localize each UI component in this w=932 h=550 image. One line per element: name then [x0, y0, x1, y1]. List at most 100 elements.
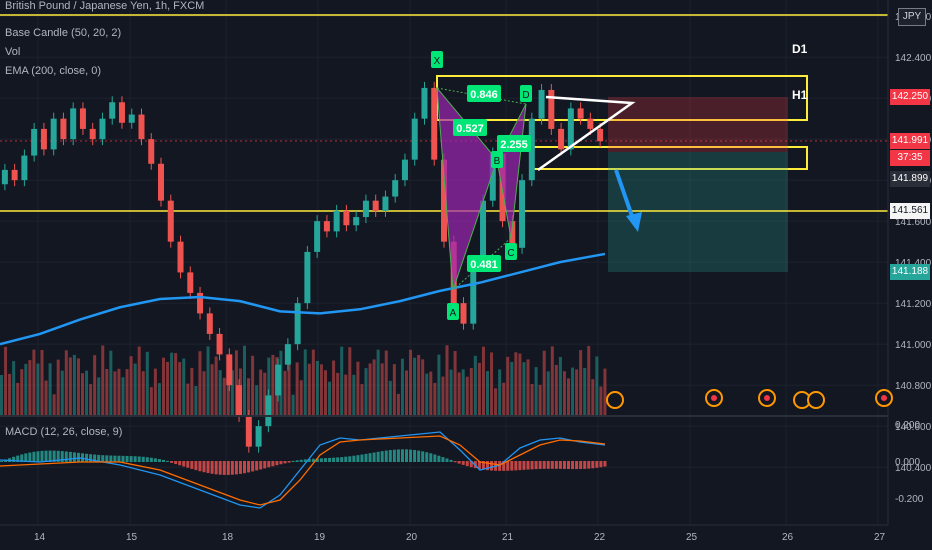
macd-bar [44, 450, 48, 462]
macd-bar [40, 450, 44, 462]
volume-bar [425, 373, 429, 415]
uk-flag-icon[interactable] [606, 391, 624, 409]
macd-bar [206, 461, 210, 474]
macd-bar [506, 461, 510, 471]
price-tick-label: 142.400 [895, 53, 932, 64]
volume-bar [141, 371, 145, 415]
volume-bar [81, 373, 84, 415]
currency-button[interactable]: JPY [898, 8, 926, 26]
macd-bar [558, 461, 562, 469]
volume-bar [599, 386, 603, 415]
macd-bar [445, 458, 449, 462]
volume-bar [364, 368, 368, 415]
macd-bar [311, 458, 315, 462]
macd-bar [174, 461, 178, 465]
macd-bar [364, 453, 368, 462]
volume-bar [486, 371, 489, 415]
candle-body [226, 354, 233, 386]
candle-body [558, 128, 565, 150]
macd-bar [392, 449, 396, 462]
macd-tick-label: 0.200 [895, 420, 920, 431]
time-axis-ticks[interactable]: 14 15 18 19 20 21 22 25 26 27 [34, 532, 886, 543]
volume-bar [502, 382, 506, 415]
macd-bar [579, 461, 583, 470]
price-tag-level: 141.561 [890, 203, 930, 219]
volume-bar [307, 363, 311, 415]
candle-body [323, 221, 330, 232]
volume-bar [291, 394, 295, 415]
uk-flag-icon[interactable] [807, 391, 825, 409]
macd-bar [89, 454, 93, 462]
volume-bar [76, 358, 80, 415]
macd-bar [554, 461, 558, 469]
candle-body [392, 180, 399, 197]
macd-bar [295, 460, 299, 462]
macd-bar [469, 461, 473, 468]
candle-body [50, 118, 57, 150]
volume-bar [396, 393, 400, 415]
candle-body [79, 108, 86, 129]
volume-bar [400, 358, 404, 415]
event-icons[interactable] [606, 389, 893, 409]
macd-bar [141, 456, 145, 462]
volume-bar [481, 346, 485, 415]
volume-bar [137, 346, 141, 415]
volume-bar [133, 363, 137, 415]
volume-bar [68, 357, 72, 415]
volume-bar [202, 371, 206, 415]
volume-bar [603, 368, 607, 415]
indicator-ema[interactable]: EMA (200, close, 0) [5, 65, 101, 77]
pattern-point-b [491, 151, 503, 168]
time-tick-label: 15 [126, 532, 138, 543]
macd-bar [396, 449, 400, 462]
volume-bar [52, 394, 56, 415]
candle-body [275, 364, 282, 396]
volume-bar [218, 370, 222, 415]
macd-axis-ticks: 0.200 0.000 -0.200 [895, 420, 924, 505]
pattern-ratio-label: 2.255 [500, 139, 528, 151]
candle-body [577, 108, 584, 119]
indicator-base-candle[interactable]: Base Candle (50, 20, 2) [5, 27, 122, 39]
macd-bar [344, 456, 348, 462]
macd-bar [153, 458, 157, 462]
candle-body [587, 118, 594, 129]
volume-bar [562, 371, 566, 415]
macd-bar [32, 451, 36, 462]
macd-histogram [0, 449, 607, 475]
macd-bar [315, 458, 319, 462]
indicator-vol[interactable]: Vol [5, 46, 21, 58]
candle-body [177, 241, 184, 273]
candle-body [89, 128, 96, 140]
time-tick-label: 19 [314, 532, 326, 543]
candle-body [509, 221, 516, 248]
macd-bar [271, 461, 275, 467]
chart-title[interactable]: British Pound / Japanese Yen, 1h, FXCM [5, 0, 205, 12]
volume-bar [129, 356, 133, 415]
macd-bar [251, 461, 255, 472]
macd-bar [340, 457, 344, 462]
volume-bar [4, 346, 8, 415]
volume-bar [409, 349, 413, 415]
macd-bar [542, 461, 546, 469]
macd-bar [16, 455, 20, 462]
volume-bar [149, 387, 153, 415]
volume-bar [324, 370, 327, 415]
volume-bar [465, 376, 469, 415]
volume-bar [494, 388, 498, 415]
volume-bar [230, 370, 234, 415]
macd-bar [121, 455, 125, 462]
candle-body [206, 313, 213, 334]
volume-bar [554, 364, 558, 415]
macd-bar [409, 449, 413, 462]
volume-bar [247, 378, 251, 415]
volume-bar [222, 377, 226, 415]
pattern-point-label: B [494, 156, 501, 167]
macd-bar [583, 461, 587, 469]
timeframe-label-h1: H1 [792, 88, 808, 102]
macd-bar [372, 452, 376, 462]
volume-bar [170, 352, 174, 415]
macd-legend[interactable]: MACD (12, 26, close, 9) [5, 426, 123, 438]
candle-body [197, 292, 204, 314]
macd-bar [510, 461, 514, 471]
